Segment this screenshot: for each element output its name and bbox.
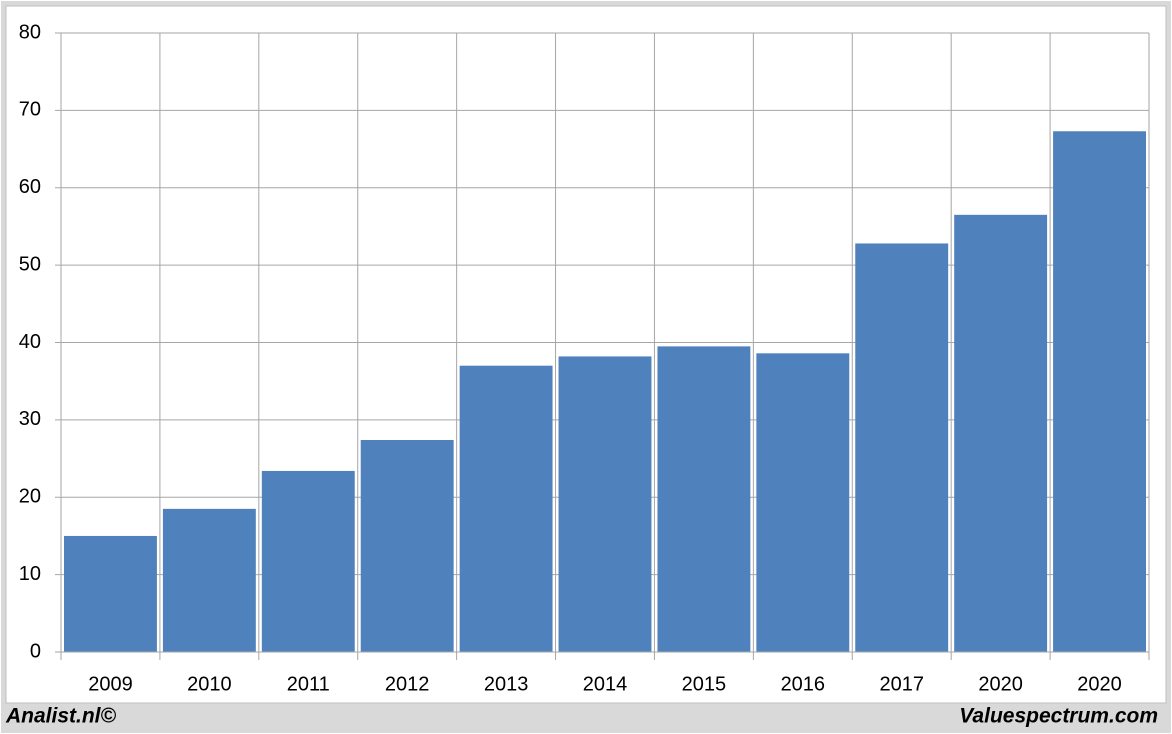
bar <box>756 353 850 652</box>
y-tick-label: 50 <box>19 253 41 275</box>
x-tick-label: 2010 <box>187 673 232 695</box>
bar <box>657 346 751 652</box>
y-tick-label: 0 <box>30 640 41 662</box>
bar <box>360 439 454 652</box>
bar <box>459 365 553 652</box>
bar <box>261 470 355 652</box>
x-tick-label: 2013 <box>484 673 529 695</box>
x-tick-label: 2020 <box>978 673 1023 695</box>
source-left: Analist.nl© <box>5 705 117 728</box>
x-tick-label: 2020 <box>1077 673 1122 695</box>
source-right: Valuespectrum.com <box>959 705 1158 728</box>
x-tick-label: 2016 <box>781 673 826 695</box>
y-tick-label: 80 <box>19 21 41 43</box>
x-tick-label: 2009 <box>88 673 133 695</box>
bar <box>162 508 256 652</box>
bar <box>855 243 949 652</box>
bar <box>954 214 1048 653</box>
bar <box>1053 131 1146 653</box>
y-tick-label: 30 <box>19 408 41 430</box>
y-tick-label: 70 <box>19 99 41 121</box>
x-tick-label: 2017 <box>879 673 924 695</box>
y-tick-label: 60 <box>19 176 41 198</box>
x-tick-label: 2015 <box>682 673 727 695</box>
x-tick-label: 2012 <box>385 673 430 695</box>
x-tick-label: 2011 <box>287 673 330 695</box>
x-tick-label: 2014 <box>583 673 628 695</box>
y-tick-label: 10 <box>19 563 41 585</box>
bar <box>64 535 157 652</box>
y-tick-label: 40 <box>19 331 41 353</box>
y-tick-label: 20 <box>19 486 41 508</box>
bar <box>558 356 652 652</box>
